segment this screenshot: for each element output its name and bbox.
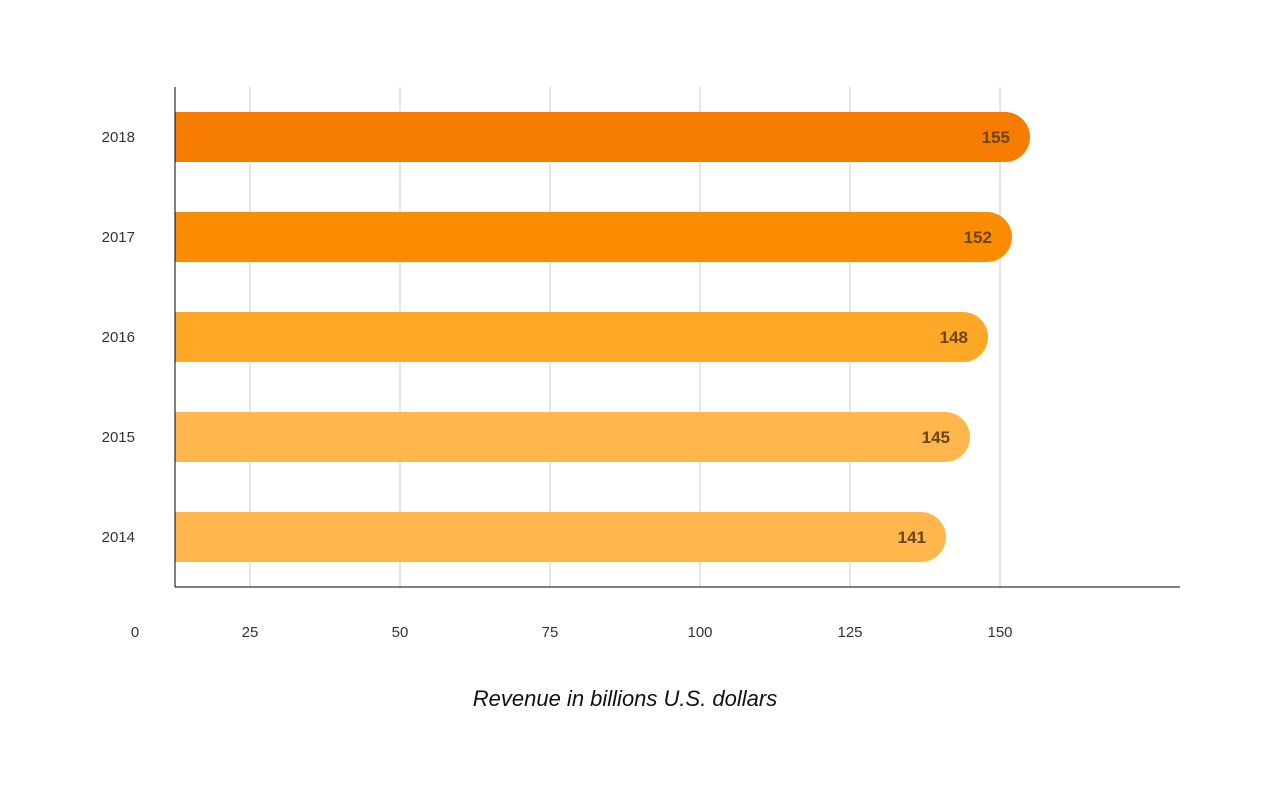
bars bbox=[175, 112, 1030, 562]
x-axis-title: Revenue in billions U.S. dollars bbox=[473, 686, 778, 711]
bar-value-label: 145 bbox=[922, 428, 950, 447]
y-category-label: 2016 bbox=[102, 329, 135, 346]
bar-value-label: 155 bbox=[982, 128, 1010, 147]
y-category-label: 2017 bbox=[102, 229, 135, 246]
x-tick-label: 0 bbox=[131, 624, 139, 641]
bar-2016 bbox=[175, 312, 988, 362]
x-tick-label: 25 bbox=[242, 624, 259, 641]
y-category-label: 2014 bbox=[102, 529, 135, 546]
bar-2015 bbox=[175, 412, 970, 462]
bar-value-label: 148 bbox=[940, 328, 968, 347]
bar-2018 bbox=[175, 112, 1030, 162]
y-category-label: 2018 bbox=[102, 129, 135, 146]
bar-value-label: 141 bbox=[898, 528, 926, 547]
bar-2017 bbox=[175, 212, 1012, 262]
bar-value-label: 152 bbox=[964, 228, 992, 247]
x-tick-label: 50 bbox=[392, 624, 409, 641]
y-category-label: 2015 bbox=[102, 429, 135, 446]
labels: 0 25 50 75 100 125 150 155 2018 152 2017 148 2016 145… bbox=[102, 128, 1013, 641]
axes bbox=[174, 87, 1180, 588]
bar-2014 bbox=[175, 512, 946, 562]
x-tick-label: 100 bbox=[687, 624, 712, 641]
x-tick-label: 125 bbox=[837, 624, 862, 641]
x-tick-label: 150 bbox=[987, 624, 1012, 641]
x-tick-label: 75 bbox=[542, 624, 559, 641]
